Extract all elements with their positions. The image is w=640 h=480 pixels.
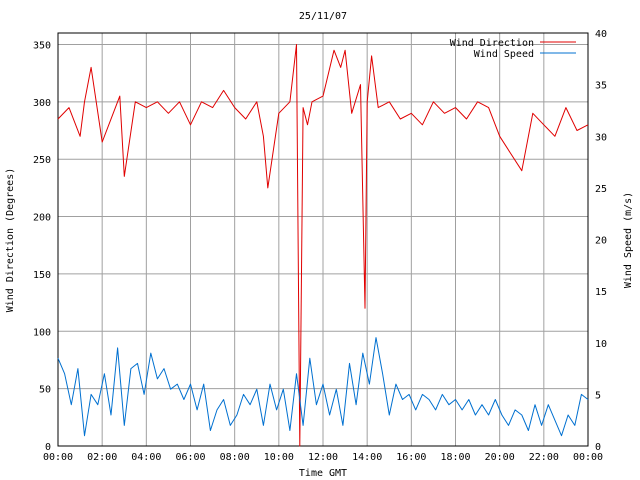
grid-lines xyxy=(58,33,588,446)
legend-label-wind-direction: Wind Direction xyxy=(450,38,534,49)
y-left-tick-label: 250 xyxy=(33,155,51,166)
y-right-tick-label: 25 xyxy=(595,184,607,195)
y-left-tick-label: 50 xyxy=(39,385,51,396)
y-right-tick-label: 35 xyxy=(595,81,607,92)
x-tick-labels: 00:00 02:00 04:00 06:00 08:00 10:00 12:00 14:00… xyxy=(43,452,603,463)
x-tick-label: 00:00 xyxy=(573,452,603,463)
series-line-wind-direction xyxy=(57,44,589,447)
y-axis-right-label: Wind Speed (m/s) xyxy=(623,192,634,288)
plot-frame xyxy=(57,32,589,447)
y-right-tick-label: 40 xyxy=(595,29,607,40)
y-left-tick-label: 150 xyxy=(33,270,51,281)
x-tick-label: 16:00 xyxy=(396,452,426,463)
y-left-tick-label: 350 xyxy=(33,40,51,51)
legend-label-wind-speed: Wind Speed xyxy=(474,49,534,60)
y-left-tick-labels: 0 50 100 150 200 250 300 350 xyxy=(33,40,51,453)
x-tick-label: 22:00 xyxy=(529,452,559,463)
x-tick-label: 10:00 xyxy=(264,452,294,463)
y-left-tick-label: 200 xyxy=(33,213,51,224)
y-right-tick-labels: 0 5 10 15 20 25 30 35 40 xyxy=(595,29,607,453)
y-right-tick-label: 10 xyxy=(595,339,607,350)
y-left-tick-label: 100 xyxy=(33,327,51,338)
x-tick-label: 00:00 xyxy=(43,452,73,463)
legend: Wind Direction Wind Speed xyxy=(450,38,576,60)
x-tick-label: 20:00 xyxy=(485,452,515,463)
y-right-tick-label: 5 xyxy=(595,390,601,401)
y-left-tick-label: 300 xyxy=(33,98,51,109)
x-tick-label: 06:00 xyxy=(175,452,205,463)
series-lines xyxy=(57,44,589,447)
x-tick-label: 08:00 xyxy=(220,452,250,463)
x-axis-label: Time GMT xyxy=(299,468,347,479)
y-left-tick-label: 0 xyxy=(45,442,51,453)
y-right-tick-label: 20 xyxy=(595,236,607,247)
x-tick-label: 04:00 xyxy=(131,452,161,463)
y-right-tick-label: 0 xyxy=(595,442,601,453)
x-tick-label: 14:00 xyxy=(352,452,382,463)
chart-title: 25/11/07 xyxy=(299,11,347,22)
y-right-tick-label: 15 xyxy=(595,287,607,298)
x-tick-label: 12:00 xyxy=(308,452,338,463)
y-axis-left-label: Wind Direction (Degrees) xyxy=(5,168,16,313)
x-tick-label: 02:00 xyxy=(87,452,117,463)
y-right-tick-label: 30 xyxy=(595,132,607,143)
series-line-wind-speed xyxy=(57,337,589,437)
x-tick-label: 18:00 xyxy=(440,452,470,463)
